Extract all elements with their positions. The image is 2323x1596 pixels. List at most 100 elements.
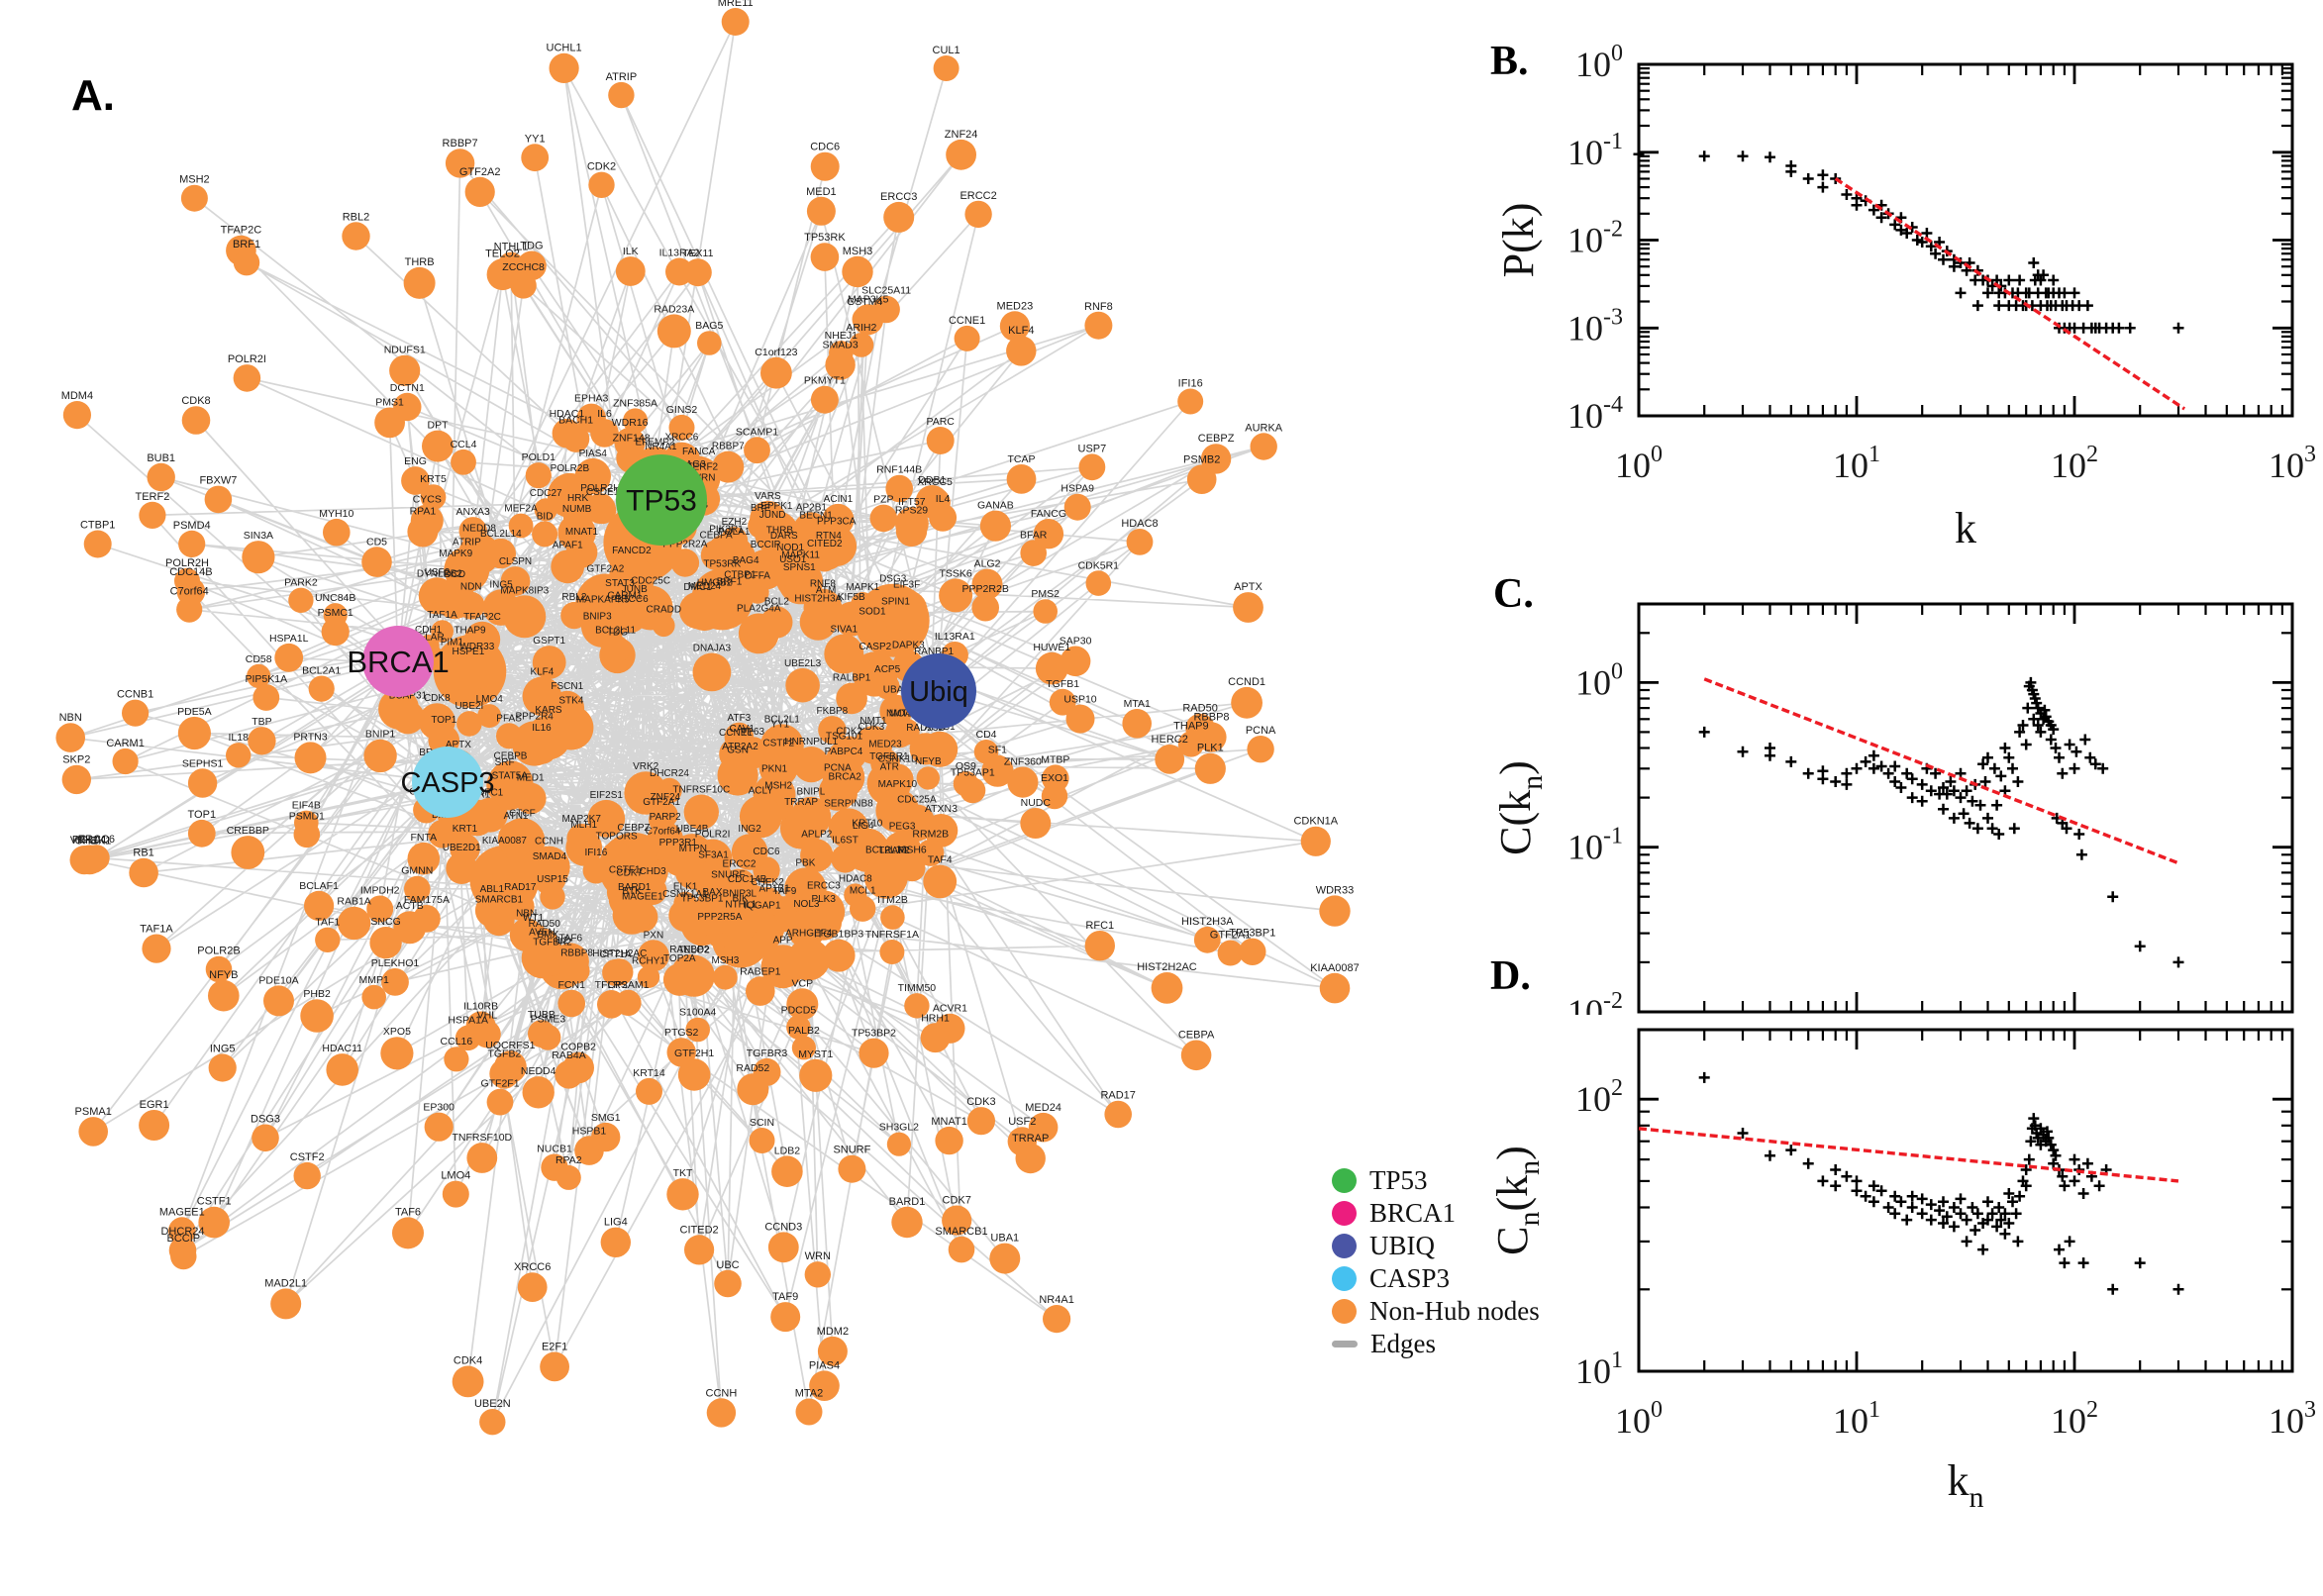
legend-label: Non-Hub nodes	[1369, 1296, 1540, 1326]
svg-text:DYNLRB2: DYNLRB2	[417, 568, 463, 579]
svg-text:EPPK1: EPPK1	[760, 501, 793, 512]
svg-text:MNAT1: MNAT1	[931, 1116, 966, 1128]
svg-text:CDC14B: CDC14B	[169, 566, 212, 578]
svg-text:MRE11: MRE11	[718, 0, 754, 9]
svg-text:HSPE1: HSPE1	[453, 647, 485, 657]
svg-text:POLR2I: POLR2I	[695, 830, 731, 841]
plot-frame	[1637, 1028, 2294, 1373]
svg-text:NTHL1: NTHL1	[725, 900, 757, 911]
svg-text:HNRNPUL1: HNRNPUL1	[784, 737, 838, 748]
svg-text:CRADD: CRADD	[647, 605, 682, 616]
svg-text:TKT: TKT	[673, 1167, 693, 1179]
svg-text:ARHGEF4: ARHGEF4	[785, 929, 833, 940]
svg-text:RNF144B: RNF144B	[876, 464, 922, 476]
svg-text:BECN1: BECN1	[799, 511, 833, 522]
svg-text:UBE2I: UBE2I	[454, 701, 483, 712]
svg-text:E2F1: E2F1	[542, 1342, 567, 1353]
svg-text:TOP1: TOP1	[431, 715, 456, 726]
svg-text:PARP2: PARP2	[650, 812, 681, 823]
svg-text:CDC27: CDC27	[530, 488, 562, 499]
svg-text:LMO4: LMO4	[441, 1170, 470, 1182]
svg-text:GSN: GSN	[727, 746, 749, 756]
svg-text:APTX: APTX	[1234, 581, 1262, 593]
svg-text:MLH1: MLH1	[570, 820, 597, 831]
svg-text:GTF2A1: GTF2A1	[643, 797, 680, 808]
svg-text:CYCS: CYCS	[413, 494, 442, 506]
svg-text:PDE10A: PDE10A	[258, 974, 298, 986]
svg-text:TAF6: TAF6	[558, 933, 582, 944]
svg-text:PEG3: PEG3	[889, 822, 916, 833]
svg-text:CCL4: CCL4	[451, 439, 477, 450]
svg-text:PSMA1: PSMA1	[75, 1106, 112, 1118]
svg-text:APTX: APTX	[446, 740, 471, 750]
svg-text:MCL1: MCL1	[850, 886, 876, 897]
svg-text:MAP3K5: MAP3K5	[848, 293, 889, 305]
svg-text:USP10: USP10	[1063, 694, 1096, 706]
hub-nodes: TP53 BRCA1 Ubiq CASP3	[347, 454, 976, 818]
svg-text:PPP3CA: PPP3CA	[817, 516, 857, 527]
svg-text:BCL2L11: BCL2L11	[595, 625, 636, 636]
svg-text:PCNA: PCNA	[1246, 725, 1276, 737]
svg-text:PDE5A: PDE5A	[177, 706, 211, 718]
svg-text:GANAB: GANAB	[977, 500, 1014, 512]
svg-text:TGFB1: TGFB1	[1046, 678, 1079, 690]
svg-text:BNIP1: BNIP1	[365, 729, 396, 741]
svg-text:UBA1: UBA1	[990, 1233, 1019, 1245]
neighborhood-connectivity-chart: 100 101 102 103 102 101 kn Cn(kn)	[1488, 1028, 2316, 1514]
svg-text:RRM2B: RRM2B	[912, 829, 949, 841]
network-graph: TP53RKKIAA0087THAP9CDC14BSNURFDSG3NTHL1C…	[55, 0, 1360, 1436]
svg-text:CCND1: CCND1	[1228, 676, 1265, 688]
svg-text:BCL2L10: BCL2L10	[865, 845, 907, 855]
svg-text:CEBPA: CEBPA	[700, 530, 733, 541]
svg-text:CDK3: CDK3	[966, 1096, 995, 1108]
svg-text:MSH6: MSH6	[898, 845, 927, 856]
svg-text:SMARCB1: SMARCB1	[475, 895, 524, 906]
plot-frame	[1637, 602, 2294, 1014]
svg-text:GINS2: GINS2	[666, 404, 698, 416]
svg-text:SMAD4: SMAD4	[533, 851, 567, 862]
svg-text:IL13RA2: IL13RA2	[659, 248, 700, 259]
svg-text:ABL1: ABL1	[480, 884, 505, 895]
svg-text:DPT: DPT	[428, 420, 450, 432]
svg-text:FCN1: FCN1	[557, 979, 585, 991]
svg-text:MAPKAPK5: MAPKAPK5	[576, 594, 630, 605]
svg-text:SOD1: SOD1	[858, 607, 886, 618]
svg-text:BCL2A1: BCL2A1	[302, 665, 341, 677]
svg-text:RAD23A: RAD23A	[654, 303, 694, 315]
svg-text:10-3: 10-3	[1567, 304, 1623, 348]
svg-text:PPP2R5A: PPP2R5A	[697, 912, 742, 923]
svg-text:BAG4: BAG4	[733, 555, 759, 566]
clustering-coefficient-chart: 100 10-1 10-2 C(kn)	[1491, 602, 2294, 1015]
svg-text:CUL1: CUL1	[933, 45, 960, 56]
svg-text:CAV1: CAV1	[730, 724, 756, 735]
svg-text:UNC84B: UNC84B	[315, 592, 355, 604]
svg-text:NFYB: NFYB	[915, 756, 942, 767]
svg-text:MAGEE1: MAGEE1	[159, 1206, 205, 1218]
svg-text:DHCR24: DHCR24	[160, 1226, 204, 1238]
svg-text:CHEK1: CHEK1	[75, 835, 112, 847]
svg-text:PPP2R4: PPP2R4	[516, 711, 555, 722]
svg-text:PARK2: PARK2	[284, 577, 318, 589]
hub-node-ubiq: Ubiq	[901, 653, 976, 729]
svg-text:ERCC2: ERCC2	[723, 859, 757, 870]
svg-text:EZH2: EZH2	[722, 517, 748, 528]
panel-a-label: A.	[71, 71, 115, 120]
svg-text:RBBP7: RBBP7	[712, 442, 745, 452]
x-tick-labels: 100 101 102 103	[1615, 442, 2316, 485]
svg-text:KIAA0087: KIAA0087	[1310, 962, 1360, 974]
svg-text:UBE2L3: UBE2L3	[784, 658, 822, 669]
svg-text:MED1: MED1	[806, 186, 837, 198]
svg-text:NOL3: NOL3	[793, 899, 820, 910]
svg-text:CCNH: CCNH	[535, 837, 563, 848]
svg-text:THRB: THRB	[766, 526, 794, 537]
svg-text:VRK1: VRK1	[70, 835, 99, 847]
svg-text:SMAD3: SMAD3	[823, 339, 858, 350]
svg-text:BID: BID	[537, 511, 554, 522]
svg-text:C7orf64: C7orf64	[170, 586, 209, 598]
svg-text:MSH3: MSH3	[712, 955, 740, 966]
svg-text:TEX11: TEX11	[682, 248, 713, 259]
svg-text:SNCG: SNCG	[370, 916, 400, 928]
svg-text:TP53AP1: TP53AP1	[951, 766, 995, 778]
svg-text:RBBP8: RBBP8	[1193, 711, 1229, 723]
